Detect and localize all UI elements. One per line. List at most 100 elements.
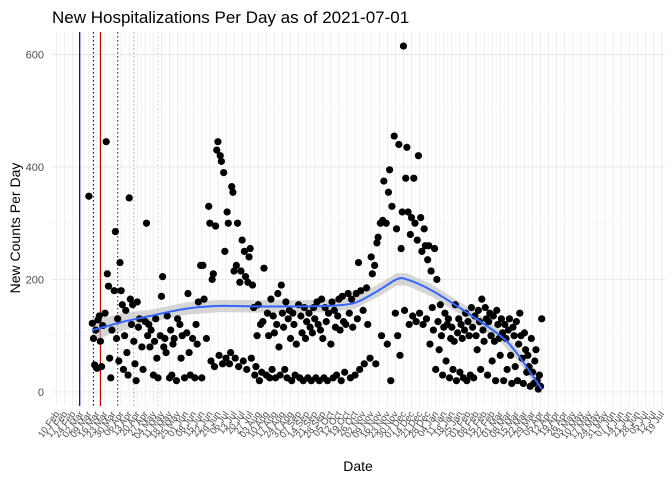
data-point xyxy=(284,315,292,323)
data-point xyxy=(532,346,540,354)
data-point xyxy=(481,303,489,312)
data-point xyxy=(253,332,261,340)
data-point xyxy=(337,377,345,385)
data-point xyxy=(314,320,322,329)
data-point xyxy=(449,365,457,374)
data-point xyxy=(432,365,440,374)
data-point xyxy=(216,152,224,160)
data-point xyxy=(231,354,239,362)
data-point xyxy=(338,292,346,300)
data-point xyxy=(235,363,243,371)
data-point xyxy=(336,326,344,334)
data-point xyxy=(226,348,235,357)
data-point xyxy=(247,354,255,362)
data-point xyxy=(406,230,414,239)
data-point xyxy=(390,132,398,140)
data-point xyxy=(275,343,283,351)
data-point xyxy=(150,337,159,345)
data-point xyxy=(403,143,411,151)
data-point xyxy=(500,377,508,385)
data-point xyxy=(202,334,211,343)
data-point xyxy=(468,323,477,331)
y-axis-ticks: 0 200 400 600 xyxy=(26,49,44,398)
data-point xyxy=(170,334,178,343)
data-point xyxy=(415,309,424,317)
data-point xyxy=(119,365,128,374)
data-point xyxy=(205,202,213,210)
data-point xyxy=(424,256,432,264)
data-point xyxy=(322,318,330,326)
data-point xyxy=(282,298,290,306)
data-point xyxy=(527,334,535,343)
data-point xyxy=(108,326,116,334)
data-point xyxy=(353,315,361,323)
data-point xyxy=(298,329,306,337)
grid xyxy=(52,32,665,406)
data-point xyxy=(308,329,317,337)
data-point xyxy=(281,365,289,374)
data-point xyxy=(180,374,189,382)
data-point xyxy=(206,219,214,227)
data-point xyxy=(470,374,478,382)
data-point xyxy=(300,303,308,312)
data-point xyxy=(521,346,530,354)
data-point xyxy=(265,332,273,340)
data-point xyxy=(509,323,517,331)
data-point xyxy=(157,292,166,300)
data-point xyxy=(218,360,227,368)
data-point xyxy=(342,320,350,329)
data-point xyxy=(364,320,372,329)
data-point xyxy=(120,332,129,340)
data-point xyxy=(434,318,442,326)
data-point xyxy=(168,371,176,379)
data-point xyxy=(311,315,319,323)
data-point xyxy=(488,357,496,365)
data-point xyxy=(418,247,426,255)
data-point xyxy=(246,244,254,253)
data-point xyxy=(465,332,473,340)
data-point xyxy=(351,371,359,379)
data-point xyxy=(255,377,264,385)
data-point xyxy=(429,326,437,334)
data-point xyxy=(435,346,443,354)
data-point xyxy=(222,354,230,362)
data-point xyxy=(286,334,295,343)
data-point xyxy=(163,312,171,320)
data-point xyxy=(503,365,511,374)
data-point xyxy=(306,323,314,331)
data-point xyxy=(341,368,349,376)
data-point xyxy=(477,365,485,374)
data-point xyxy=(107,374,115,382)
data-point xyxy=(433,275,441,284)
data-point xyxy=(130,337,138,345)
data-point xyxy=(199,261,207,269)
data-point xyxy=(85,192,93,200)
data-point xyxy=(97,363,106,371)
data-point xyxy=(112,334,121,343)
data-point xyxy=(214,138,222,146)
data-point xyxy=(382,219,390,227)
data-point xyxy=(273,320,281,329)
data-point xyxy=(103,270,111,278)
data-point xyxy=(316,326,325,334)
data-point xyxy=(173,315,182,323)
data-point xyxy=(145,320,153,329)
data-point xyxy=(160,343,168,351)
data-point xyxy=(474,306,482,314)
data-point xyxy=(224,219,232,227)
data-point xyxy=(114,315,122,323)
data-point xyxy=(88,319,96,327)
y-tick-label: 200 xyxy=(26,274,44,286)
trend-line xyxy=(92,277,543,390)
data-point xyxy=(221,247,229,255)
data-point xyxy=(124,371,132,379)
data-point xyxy=(131,360,139,368)
data-point xyxy=(441,309,449,317)
data-point xyxy=(519,379,527,388)
data-point xyxy=(278,309,287,317)
data-point xyxy=(428,303,436,312)
data-point xyxy=(437,332,446,340)
data-point xyxy=(192,320,200,329)
